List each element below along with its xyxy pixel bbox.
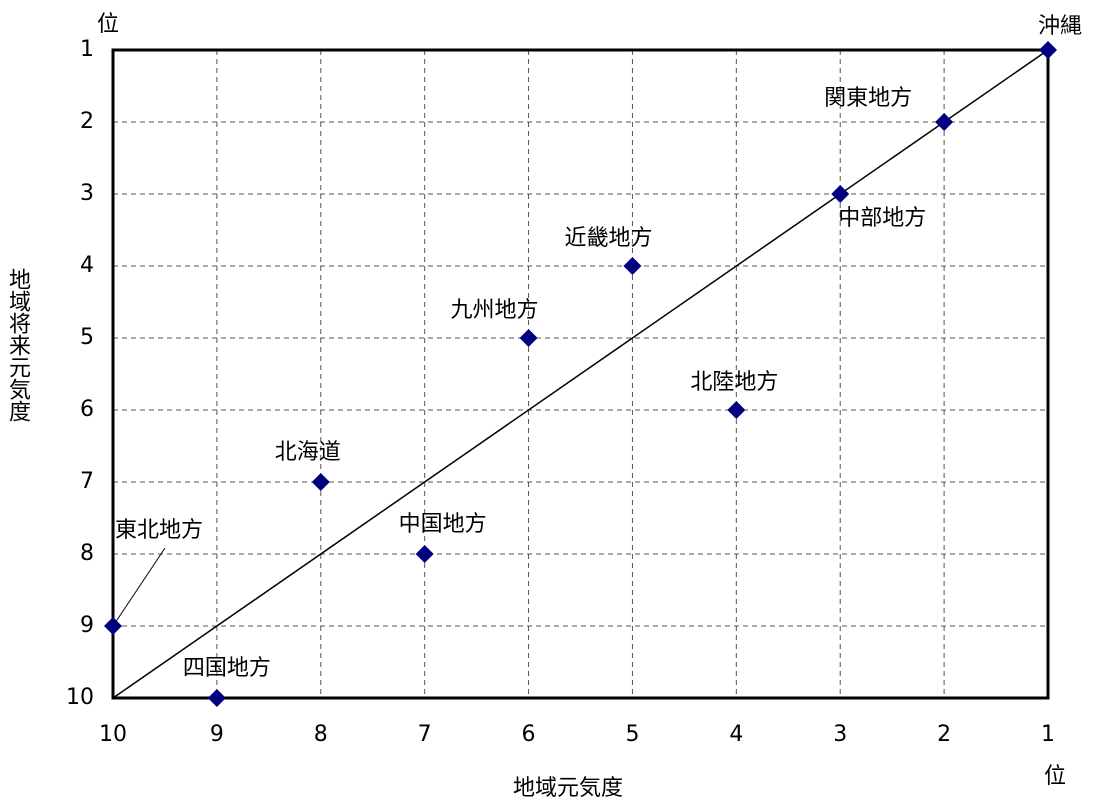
y-tick-label: 8 [80,541,94,566]
y-tick-label: 5 [80,325,94,350]
x-tick-label: 3 [833,722,848,747]
y-tick-label: 6 [80,397,94,422]
y-tick-label: 7 [80,469,94,494]
x-axis-title: 地域元気度 [513,776,624,801]
data-point-marker [1039,41,1057,59]
reference-line [112,49,1049,699]
x-tick-label: 10 [99,722,127,747]
data-point-marker [207,689,226,707]
x-tick-label: 1 [1041,722,1055,747]
point-label: 沖縄 [1038,14,1083,39]
data-point-marker [831,185,850,203]
data-point-marker [311,473,330,491]
x-tick-label: 7 [417,722,432,747]
y-tick-label: 1 [80,37,94,62]
point-label: 中国地方 [398,512,487,537]
point-label: 北海道 [274,440,341,465]
y-tick-label: 9 [80,613,94,638]
plot-area [111,48,1050,700]
x-tick-label: 9 [209,722,224,747]
point-label: 東北地方 [115,518,204,543]
point-label: 北陸地方 [690,370,779,395]
x-tick-label: 4 [729,722,744,747]
y-axis-title: 地域将来元気度 [5,268,30,422]
x-tick-label: 8 [313,722,328,747]
point-label: 中部地方 [838,206,927,231]
point-label: 四国地方 [182,656,271,681]
data-point-marker [415,545,434,563]
x-tick-label: 2 [937,722,952,747]
data-point-marker [519,329,538,347]
x-unit-label: 位 [1044,764,1067,789]
x-tick-label: 6 [521,722,536,747]
y-tick-label: 10 [66,685,94,710]
y-tick-label: 3 [80,181,94,206]
data-point-marker [727,401,746,419]
y-tick-label: 2 [80,109,94,134]
data-point-marker [623,257,642,275]
data-markers [104,41,1057,707]
data-point-marker [935,113,954,131]
y-unit-label: 位 [97,12,120,37]
y-tick-label: 4 [80,253,94,278]
data-point-marker [104,617,122,635]
point-label: 九州地方 [450,298,539,323]
x-tick-label: 5 [625,722,640,747]
grid-lines [113,50,1048,698]
label-leader-line [112,547,166,627]
point-label: 関東地方 [824,86,913,111]
point-label: 近畿地方 [564,226,653,251]
